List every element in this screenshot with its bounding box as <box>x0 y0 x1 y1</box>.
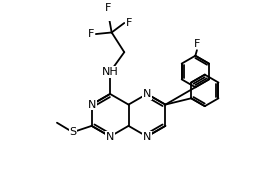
Text: S: S <box>69 127 76 137</box>
Text: F: F <box>194 39 200 49</box>
Text: N: N <box>87 100 96 110</box>
Text: N: N <box>143 89 151 99</box>
Text: N: N <box>106 132 114 142</box>
Text: F: F <box>88 29 94 39</box>
Text: NH: NH <box>102 67 119 77</box>
Text: F: F <box>126 18 132 28</box>
Text: F: F <box>105 3 112 13</box>
Text: N: N <box>143 132 151 142</box>
